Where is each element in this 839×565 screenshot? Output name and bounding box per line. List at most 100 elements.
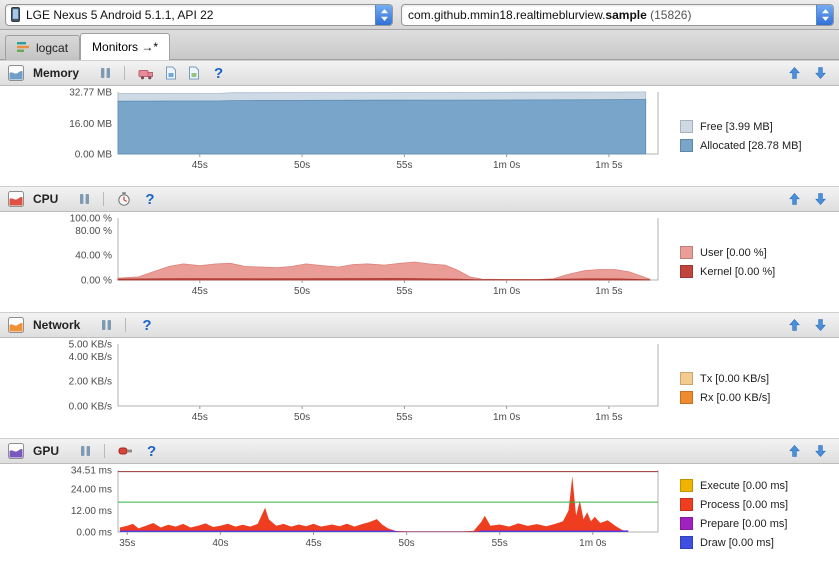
legend-label: Rx [0.00 KB/s] [700, 391, 771, 404]
svg-text:55s: 55s [396, 286, 412, 297]
legend-swatch [680, 246, 693, 259]
svg-text:34.51 ms: 34.51 ms [71, 466, 112, 477]
process-selector-stepper[interactable] [816, 4, 833, 25]
legend-label: Draw [0.00 ms] [700, 536, 774, 549]
memory-move-buttons [787, 66, 828, 80]
svg-text:100.00 %: 100.00 % [70, 214, 112, 225]
process-selector[interactable]: com.github.mmin18.realtimeblurview.sampl… [401, 3, 834, 26]
tool-window-tabs: logcat Monitors →* [0, 30, 839, 60]
phone-icon [11, 7, 20, 22]
legend-item: Allocated [28.78 MB] [680, 139, 802, 152]
memory-icon [6, 64, 26, 82]
logcat-icon [17, 41, 30, 56]
legend-swatch [680, 139, 693, 152]
legend-swatch [680, 265, 693, 278]
network-legend: Tx [0.00 KB/s] Rx [0.00 KB/s] [680, 338, 770, 438]
cpu-panel-title: CPU [33, 192, 59, 206]
pause-memory-button[interactable] [98, 66, 113, 80]
svg-text:0.00 MB: 0.00 MB [75, 150, 113, 161]
cpu-icon [6, 190, 26, 208]
svg-text:50s: 50s [294, 160, 310, 171]
svg-text:2.00 KB/s: 2.00 KB/s [69, 377, 112, 388]
device-selector[interactable]: LGE Nexus 5 Android 5.1.1, API 22 [5, 3, 393, 26]
pause-network-button[interactable] [99, 318, 114, 332]
tab-logcat-label: logcat [36, 41, 69, 55]
svg-text:50s: 50s [294, 412, 310, 423]
device-toolbar: LGE Nexus 5 Android 5.1.1, API 22 com.gi… [0, 0, 839, 30]
svg-text:1m 0s: 1m 0s [493, 160, 520, 171]
legend-swatch [680, 372, 693, 385]
network-help-button[interactable]: ? [142, 316, 152, 334]
method-trace-button[interactable] [115, 191, 133, 207]
svg-text:32.77 MB: 32.77 MB [69, 88, 112, 99]
move-up-button[interactable] [787, 318, 802, 332]
legend-item: User [0.00 %] [680, 246, 775, 259]
move-down-button[interactable] [813, 66, 828, 80]
svg-text:1m 0s: 1m 0s [493, 412, 520, 423]
gpu-chart-row: 35s 40s 45s 50s 55s 1m 0s 34.51 ms 24.00 ms 12.0… [0, 464, 839, 564]
legend-item: Execute [0.00 ms] [680, 479, 788, 492]
legend-item: Rx [0.00 KB/s] [680, 391, 770, 404]
legend-item: Kernel [0.00 %] [680, 265, 775, 278]
move-down-button[interactable] [813, 192, 828, 206]
gpu-panel-header: GPU ? [0, 438, 839, 464]
legend-label: Tx [0.00 KB/s] [700, 372, 770, 385]
svg-text:40s: 40s [212, 538, 228, 549]
network-icon [6, 316, 26, 334]
cpu-help-button[interactable]: ? [145, 190, 155, 208]
legend-label: Allocated [28.78 MB] [700, 139, 802, 152]
gpu-legend: Execute [0.00 ms] Process [0.00 ms] Prepar… [680, 464, 788, 564]
dump-java-heap-button[interactable] [163, 65, 179, 81]
gpu-help-button[interactable]: ? [147, 442, 157, 460]
gpu-chart: 35s 40s 45s 50s 55s 1m 0s 34.51 ms 24.00 ms 12.0… [71, 466, 659, 549]
initiate-gc-button[interactable] [136, 66, 156, 81]
tab-logcat[interactable]: logcat [5, 35, 81, 60]
process-prefix: com.github.mmin18.realtimeblurview. [408, 7, 606, 22]
svg-text:1m 0s: 1m 0s [493, 286, 520, 297]
legend-label: Execute [0.00 ms] [700, 479, 789, 492]
legend-item: Draw [0.00 ms] [680, 536, 788, 549]
move-up-button[interactable] [787, 444, 802, 458]
toolbar-separator [125, 318, 127, 332]
process-name: sample [605, 7, 647, 22]
move-down-button[interactable] [813, 318, 828, 332]
svg-text:35s: 35s [119, 538, 135, 549]
legend-label: Kernel [0.00 %] [700, 265, 776, 278]
gpu-icon [6, 442, 26, 460]
gpu-record-button[interactable] [116, 444, 135, 458]
pause-gpu-button[interactable] [78, 444, 93, 458]
svg-text:45s: 45s [305, 538, 321, 549]
pause-cpu-button[interactable] [77, 192, 92, 206]
memory-chart-row: 45s 50s 55s 1m 0s 1m 5s 32.77 MB 16.00 MB 0.00 … [0, 86, 839, 186]
memory-panel-title: Memory [33, 66, 80, 80]
cpu-panel-header: CPU ? [0, 186, 839, 212]
memory-help-button[interactable]: ? [214, 64, 224, 82]
cpu-legend: User [0.00 %] Kernel [0.00 %] [680, 212, 775, 312]
cpu-chart-row: 45s 50s 55s 1m 0s 1m 5s 100.00 % 80.00 % 40.00 … [0, 212, 839, 312]
move-up-button[interactable] [787, 66, 802, 80]
device-selector-stepper[interactable] [375, 4, 392, 25]
svg-text:0.00 %: 0.00 % [81, 276, 112, 287]
gpu-panel: GPU ? 35s 40s 45s 50s 55s 1m 0s 34.51 ms 24.00 … [0, 438, 839, 564]
network-move-buttons [787, 318, 828, 332]
svg-text:80.00 %: 80.00 % [75, 226, 112, 237]
legend-swatch [680, 517, 693, 530]
svg-text:55s: 55s [492, 538, 508, 549]
memory-legend: Free [3.99 MB] Allocated [28.78 MB] [680, 86, 802, 186]
svg-text:0.00 KB/s: 0.00 KB/s [69, 402, 112, 413]
process-selector-value: com.github.mmin18.realtimeblurview.sampl… [402, 8, 816, 22]
memory-chart: 45s 50s 55s 1m 0s 1m 5s 32.77 MB 16.00 MB 0.00 … [69, 88, 659, 171]
move-up-button[interactable] [787, 192, 802, 206]
legend-swatch [680, 391, 693, 404]
svg-text:50s: 50s [399, 538, 415, 549]
svg-text:1m 5s: 1m 5s [595, 412, 622, 423]
memory-panel-header: Memory ? [0, 60, 839, 86]
network-panel: Network ? 45s 50s 55s 1m 0s 1m 5s 5.00 KB/s 4.… [0, 312, 839, 438]
tab-monitors[interactable]: Monitors →* [80, 33, 171, 60]
legend-label: Prepare [0.00 ms] [700, 517, 788, 530]
legend-label: Process [0.00 ms] [700, 498, 789, 511]
legend-swatch [680, 120, 693, 133]
move-down-button[interactable] [813, 444, 828, 458]
tab-monitors-label: Monitors →* [92, 40, 159, 54]
allocation-tracking-button[interactable] [186, 65, 202, 81]
